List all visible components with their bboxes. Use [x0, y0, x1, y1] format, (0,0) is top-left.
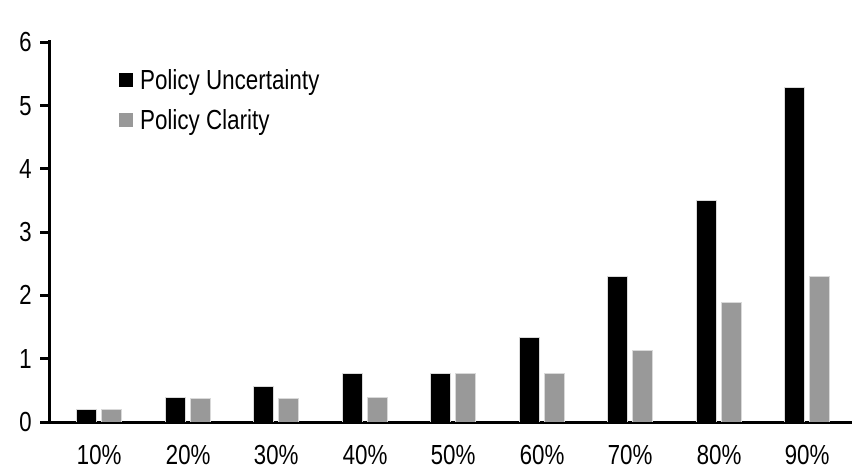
- bar-policy-uncertainty-50-: [430, 373, 451, 422]
- bar-policy-uncertainty-40-: [342, 373, 363, 422]
- y-tick-5: [40, 104, 48, 107]
- bar-policy-clarity-80-: [721, 302, 742, 422]
- x-tick-label-40-: 40%: [342, 439, 388, 470]
- chart-legend: Policy Uncertainty Policy Clarity: [119, 60, 364, 140]
- x-axis-line: [48, 421, 852, 424]
- bar-policy-clarity-10-: [101, 409, 122, 422]
- bar-policy-clarity-70-: [632, 350, 653, 422]
- legend-swatch-policy-clarity: [119, 113, 133, 127]
- y-axis-line: [48, 40, 51, 424]
- x-tick-label-90-: 90%: [784, 439, 830, 470]
- bar-policy-clarity-50-: [455, 373, 476, 422]
- legend-label-policy-clarity: Policy Clarity: [140, 104, 270, 135]
- legend-label-policy-uncertainty: Policy Uncertainty: [140, 64, 320, 95]
- y-tick-1: [40, 357, 48, 361]
- x-tick-label-80-: 80%: [696, 439, 742, 470]
- bar-policy-clarity-40-: [367, 397, 388, 422]
- y-tick-label-1: 1: [19, 342, 32, 374]
- bar-policy-clarity-30-: [278, 398, 299, 422]
- bar-policy-uncertainty-60-: [519, 337, 540, 422]
- x-tick-label-30-: 30%: [253, 439, 299, 470]
- y-tick-4: [40, 167, 48, 171]
- bar-policy-uncertainty-90-: [784, 87, 805, 422]
- y-tick-label-3: 3: [19, 216, 32, 248]
- y-tick-label-5: 5: [19, 89, 32, 121]
- y-tick-label-4: 4: [19, 152, 32, 184]
- bar-policy-uncertainty-80-: [696, 200, 717, 422]
- x-tick-label-10-: 10%: [76, 439, 122, 470]
- x-tick-label-60-: 60%: [519, 439, 565, 470]
- x-tick-label-20-: 20%: [165, 439, 211, 470]
- bar-policy-uncertainty-70-: [607, 276, 628, 422]
- y-tick-2: [40, 293, 48, 297]
- x-tick-label-70-: 70%: [607, 439, 653, 470]
- bar-policy-uncertainty-30-: [253, 386, 274, 422]
- bar-policy-clarity-20-: [190, 398, 211, 422]
- y-tick-label-6: 6: [19, 26, 32, 58]
- y-tick-label-0: 0: [19, 406, 32, 437]
- bar-policy-clarity-90-: [809, 276, 830, 422]
- legend-swatch-policy-uncertainty: [119, 73, 133, 87]
- y-tick-0: [40, 420, 48, 424]
- y-tick-6: [40, 40, 48, 44]
- legend-item-policy-clarity: Policy Clarity: [119, 100, 364, 140]
- bar-policy-clarity-60-: [544, 373, 565, 422]
- y-tick-3: [40, 230, 48, 234]
- bar-policy-uncertainty-10-: [76, 409, 97, 422]
- y-tick-label-2: 2: [19, 279, 32, 311]
- bar-policy-uncertainty-20-: [165, 397, 186, 422]
- legend-item-policy-uncertainty: Policy Uncertainty: [119, 60, 364, 100]
- x-tick-label-50-: 50%: [430, 439, 476, 470]
